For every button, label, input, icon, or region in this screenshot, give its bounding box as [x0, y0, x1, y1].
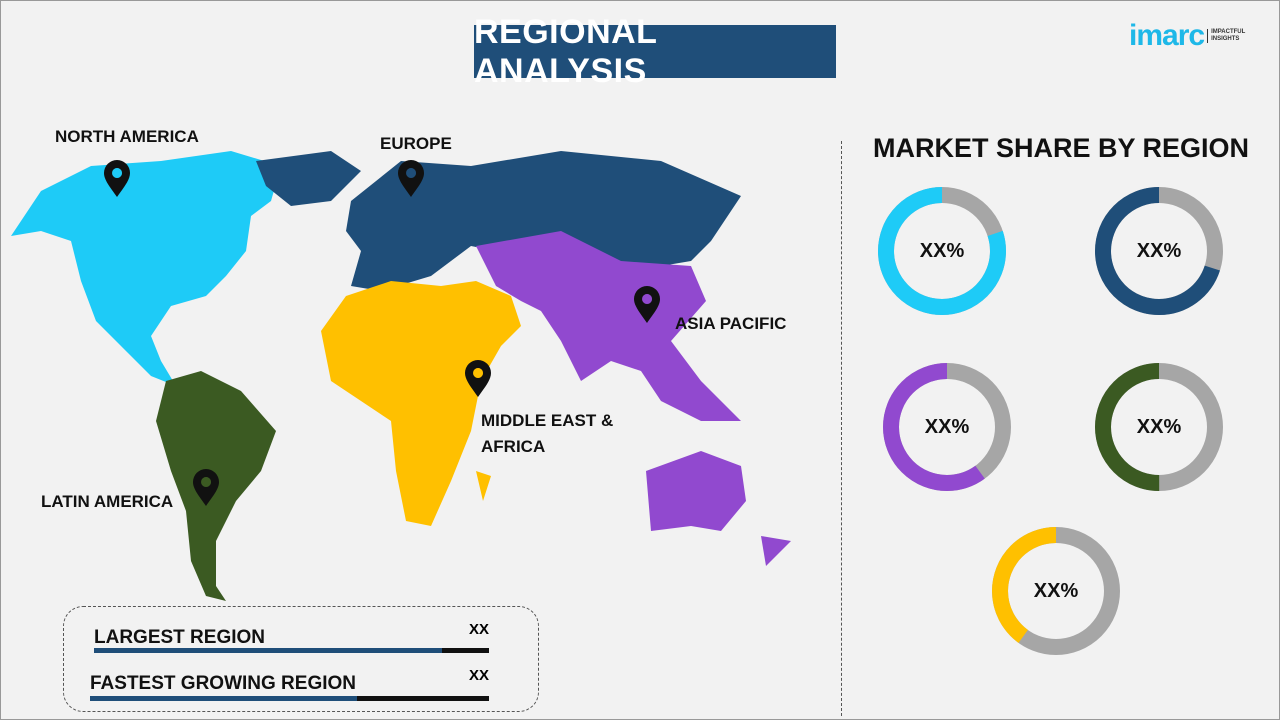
region-middle-east-africa: [321, 281, 521, 526]
donut-label: XX%: [919, 239, 965, 262]
donut-chart: XX%: [877, 186, 1007, 316]
donut-label: XX%: [1033, 579, 1079, 602]
donut-label: XX%: [924, 415, 970, 438]
map-pin-icon: [104, 160, 130, 197]
map-pin-icon: [634, 286, 660, 323]
label-asia-pacific: ASIA PACIFIC: [675, 314, 787, 333]
fastest-region-row: FASTEST GROWING REGION XX: [90, 667, 489, 701]
summary-box: LARGEST REGION XX FASTEST GROWING REGION…: [63, 606, 539, 712]
imarc-logo: imarc IMPACTFUL INSIGHTS: [1129, 19, 1251, 53]
fastest-region-value: XX: [468, 667, 489, 684]
largest-region-label: LARGEST REGION: [94, 627, 266, 648]
map-pin-icon: [465, 360, 491, 397]
logo-tagline: IMPACTFUL INSIGHTS: [1207, 29, 1251, 43]
largest-region-bar: [94, 648, 489, 653]
map-pin-icon: [398, 160, 424, 197]
donut-label: XX%: [1136, 239, 1182, 262]
donut-chart: XX%: [1094, 362, 1224, 492]
donut-chart: XX%: [882, 362, 1012, 492]
donut-chart: XX%: [1094, 186, 1224, 316]
chart-title: MARKET SHARE BY REGION: [872, 133, 1250, 163]
donut-value-arc: [1095, 187, 1223, 315]
donut-chart: XX%: [991, 526, 1121, 656]
donut-value-arc: [1095, 363, 1223, 491]
donut-value-arc: [883, 363, 1011, 491]
region-north-america: [11, 151, 281, 386]
logo-brand: imarc: [1129, 19, 1205, 52]
fastest-region-bar-fill: [90, 696, 358, 701]
largest-region-row: LARGEST REGION XX: [94, 621, 489, 653]
world-map: [11, 151, 791, 601]
fastest-region-bar: [90, 696, 489, 701]
label-middle-east-africa: MIDDLE EAST & AFRICA: [481, 411, 614, 456]
donut-value-arc: [878, 187, 1006, 315]
label-north-america: NORTH AMERICA: [55, 127, 199, 146]
region-europe: [256, 151, 741, 291]
donut-label: XX%: [1136, 415, 1182, 438]
donut-value-arc: [992, 527, 1120, 655]
label-latin-america: LATIN AMERICA: [41, 492, 174, 511]
page-title: REGIONAL ANALYSIS: [474, 13, 836, 90]
label-europe: EUROPE: [380, 134, 452, 153]
largest-region-bar-fill: [94, 648, 442, 653]
largest-region-value: XX: [468, 621, 489, 638]
divider: [841, 141, 842, 716]
fastest-region-label: FASTEST GROWING REGION: [90, 673, 357, 694]
region-asia-pacific: [476, 231, 791, 566]
map-pin-icon: [193, 469, 219, 506]
